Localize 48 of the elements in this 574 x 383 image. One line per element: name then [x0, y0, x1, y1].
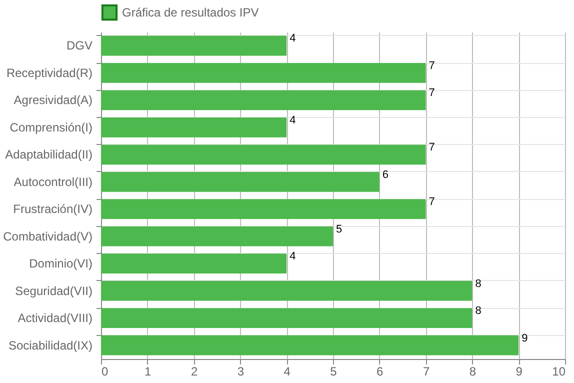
data-label: 5 [336, 223, 342, 236]
data-label: 6 [382, 168, 389, 181]
legend-label: Gráfica de resultados IPV [122, 6, 259, 20]
bar [101, 172, 380, 192]
bar [101, 199, 426, 220]
y-tick-label: Seguridad(VII) [15, 284, 92, 298]
y-tick-label: Frustración(IV) [13, 202, 92, 216]
bar [101, 63, 426, 83]
data-label: 4 [290, 114, 296, 126]
y-tick-label: Dominio(VI) [29, 256, 92, 271]
bar [101, 90, 426, 110]
bar [101, 36, 287, 56]
x-tick-label: 3 [237, 364, 244, 378]
bar [101, 117, 287, 138]
bar [101, 254, 287, 274]
y-tick-label: DGV [66, 38, 92, 53]
y-tick-label: Actividad(VIII) [18, 311, 92, 326]
data-label: 7 [428, 87, 435, 100]
data-label: 7 [428, 60, 435, 72]
y-tick-label: Agresividad(A) [14, 93, 92, 108]
x-tick-label: 0 [102, 364, 108, 378]
data-label: 8 [475, 305, 482, 318]
x-tick-label: 6 [376, 364, 384, 378]
bar [101, 335, 519, 356]
data-label: 4 [290, 32, 296, 45]
y-tick-label: Adaptabilidad(II) [5, 148, 92, 162]
x-tick-label: 7 [422, 364, 430, 378]
x-tick-label: 2 [190, 364, 198, 378]
y-tick-label: Combatividad(V) [3, 229, 92, 244]
bar [101, 226, 333, 246]
data-label: 8 [475, 278, 482, 290]
bar [101, 308, 472, 328]
y-tick-label: Sociabilidad(IX) [8, 338, 92, 352]
y-tick-label: Receptividad(R) [6, 66, 92, 80]
data-label: 7 [428, 196, 435, 208]
data-label: 4 [290, 250, 296, 263]
x-tick-label: 4 [284, 364, 291, 378]
x-tick-label: 10 [552, 364, 566, 378]
x-tick-label: 5 [330, 364, 338, 378]
data-label: 9 [522, 332, 528, 344]
bar [101, 144, 426, 165]
data-label: 7 [428, 142, 435, 154]
x-tick-label: 8 [469, 364, 476, 378]
bar [101, 280, 472, 301]
x-tick-label: 1 [144, 364, 152, 378]
y-tick-label: Comprensión(I) [10, 120, 92, 134]
y-tick-label: Autocontrol(III) [14, 174, 92, 189]
x-tick-label: 9 [516, 364, 523, 378]
